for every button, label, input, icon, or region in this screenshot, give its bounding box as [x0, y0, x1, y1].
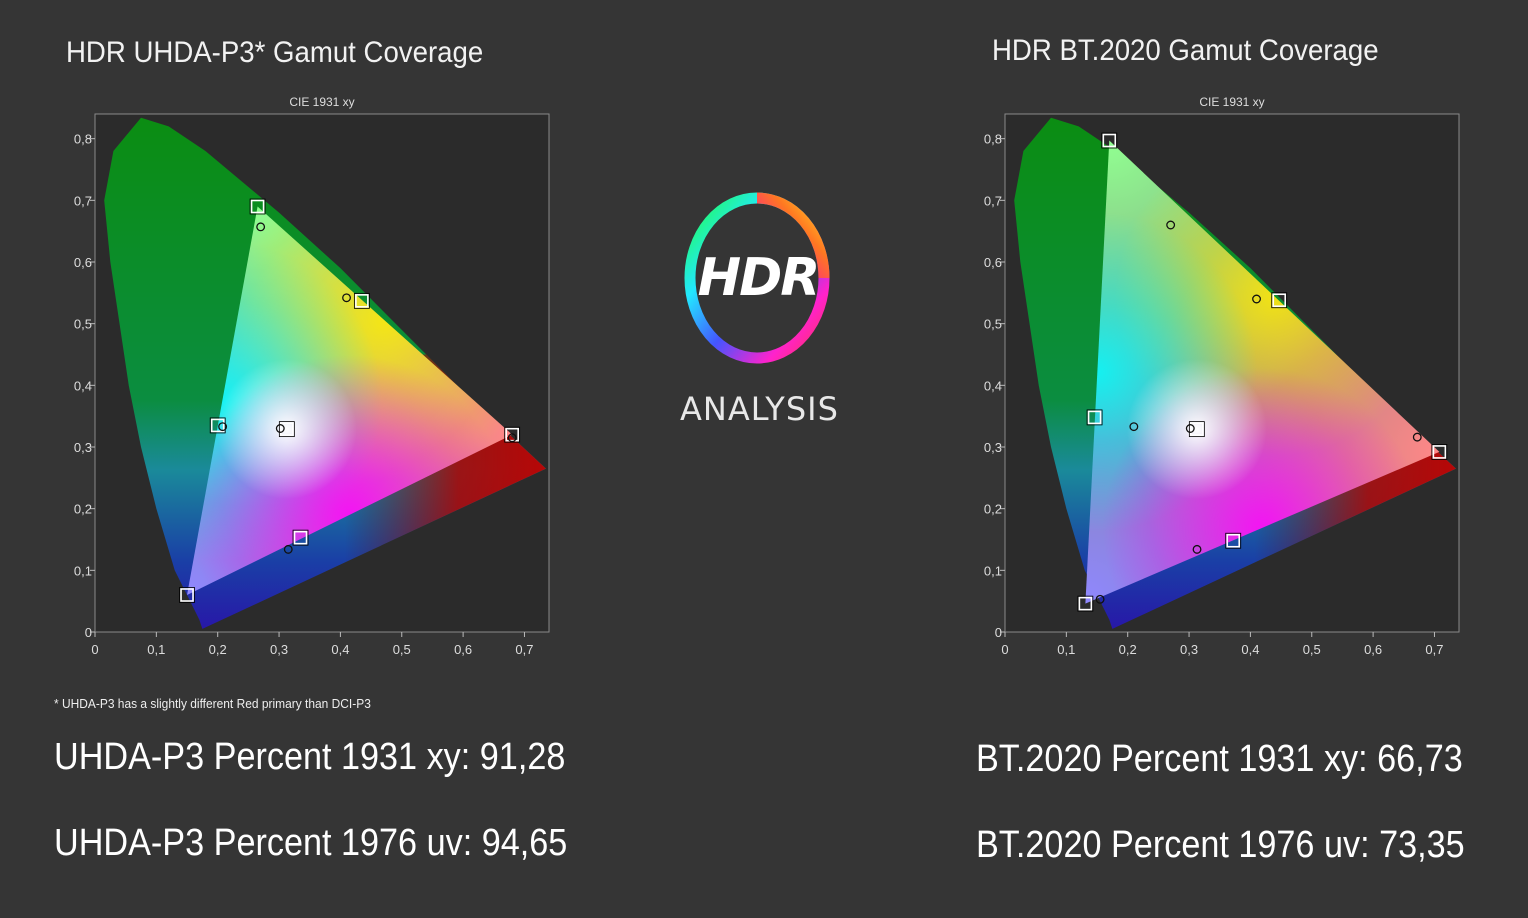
target-square-marker	[1078, 596, 1093, 611]
measured-circle-marker	[275, 424, 285, 433]
measured-circle-marker	[283, 544, 293, 554]
target-square-outline	[1086, 409, 1103, 426]
target-square-marker	[355, 294, 369, 308]
y-tick-label: 0,3	[74, 440, 92, 455]
target-square-marker	[1432, 445, 1447, 459]
x-tick-label: 0,2	[209, 642, 227, 657]
x-tick-label: 0,4	[331, 642, 349, 657]
y-tick-label: 0,5	[74, 317, 92, 332]
target-square-outline	[179, 587, 195, 603]
chart-title: CIE 1931 xy	[1199, 95, 1264, 109]
y-tick-label: 0,8	[984, 132, 1002, 147]
target-square-marker	[210, 418, 225, 433]
measured-circle-marker	[1192, 544, 1202, 554]
x-tick-label: 0,5	[1303, 642, 1321, 657]
target-square-outline	[1271, 292, 1288, 309]
target-square-marker	[1102, 133, 1117, 148]
logo-hdr-text: HDR	[697, 248, 821, 308]
y-tick-label: 0,2	[984, 502, 1002, 517]
left-stat-uv: UHDA-P3 Percent 1976 uv: 94,65	[54, 822, 568, 864]
target-square-outline	[1225, 532, 1242, 549]
y-tick-label: 0,5	[984, 317, 1002, 332]
y-tick-label: 0,4	[74, 378, 92, 393]
y-tick-label: 0	[85, 625, 92, 640]
measured-circle-marker	[1129, 422, 1139, 432]
y-tick-label: 0,7	[74, 193, 92, 208]
target-square-marker	[505, 427, 519, 442]
y-tick-label: 0,8	[74, 132, 92, 147]
y-tick-label: 0	[995, 625, 1002, 640]
target-square-outline	[353, 292, 370, 309]
footnote: * UHDA-P3 has a slightly different Red p…	[54, 696, 371, 711]
target-square-outline	[209, 417, 226, 434]
measured-circle-marker	[218, 422, 228, 432]
logo-analysis-text: ANALYSIS	[680, 390, 839, 428]
measured-circle-marker	[256, 222, 266, 232]
right-cie-chart: CIE 1931 xy 0 0,1 0,2 0,3 0,4 0,5 0,6 0,7 0 0,1 0,2…	[984, 95, 1460, 657]
x-tick-label: 0,3	[270, 642, 288, 657]
left-chart-heading: HDR UHDA-P3* Gamut Coverage	[66, 36, 484, 69]
target-square-outline	[1101, 132, 1118, 149]
right-chart-heading: HDR BT.2020 Gamut Coverage	[992, 34, 1379, 67]
y-tick-label: 0,6	[984, 255, 1002, 270]
target-square-outline	[1188, 421, 1205, 438]
x-tick-label: 0,5	[393, 642, 411, 657]
target-square-outline	[249, 198, 266, 215]
rainbow-ring-icon	[684, 192, 830, 364]
target-square-outline	[1431, 444, 1448, 460]
target-square-outline	[278, 421, 295, 438]
x-tick-label: 0	[91, 642, 98, 657]
y-tick-label: 0,4	[984, 378, 1002, 393]
measured-circle-marker	[1185, 424, 1195, 433]
target-square-marker	[280, 422, 294, 436]
target-square-marker	[180, 588, 194, 602]
target-square-marker	[1087, 410, 1102, 425]
measured-circle-marker	[342, 293, 351, 303]
y-tick-label: 0,3	[984, 440, 1002, 455]
left-stat-xy: UHDA-P3 Percent 1931 xy: 91,28	[54, 736, 566, 778]
measured-circle-marker	[1095, 594, 1105, 604]
x-tick-label: 0,2	[1119, 642, 1137, 657]
target-square-marker	[1190, 422, 1204, 436]
measured-circle-marker	[1412, 432, 1422, 442]
target-square-outline	[292, 529, 309, 546]
x-tick-label: 0,7	[1425, 642, 1443, 657]
measured-circle-marker	[1166, 220, 1176, 230]
y-tick-label: 0,1	[984, 563, 1002, 578]
x-tick-label: 0,1	[147, 642, 165, 657]
measured-circle-marker	[507, 433, 517, 443]
y-tick-label: 0,6	[74, 255, 92, 270]
target-square-marker	[293, 530, 308, 545]
measured-circle-marker	[1252, 294, 1261, 304]
target-square-marker	[1226, 533, 1241, 548]
x-tick-label: 0	[1001, 642, 1008, 657]
x-tick-label: 0,6	[454, 642, 472, 657]
hdr-analysis-logo: HDR ANALYSIS	[680, 188, 839, 438]
x-tick-label: 0,3	[1180, 642, 1198, 657]
right-stat-xy: BT.2020 Percent 1931 xy: 66,73	[976, 738, 1463, 780]
chart-title: CIE 1931 xy	[289, 95, 354, 109]
target-square-outline	[1077, 595, 1094, 612]
x-tick-label: 0,6	[1364, 642, 1382, 657]
y-tick-label: 0,7	[984, 193, 1002, 208]
left-cie-chart: CIE 1931 xy 0 0,1 0,2 0,3 0,4 0,5 0,6 0,7 0 0,1 0,2…	[74, 95, 550, 657]
x-tick-label: 0,7	[515, 642, 533, 657]
target-square-marker	[250, 199, 265, 214]
right-stat-uv: BT.2020 Percent 1976 uv: 73,35	[976, 824, 1465, 866]
x-tick-label: 0,4	[1241, 642, 1259, 657]
y-tick-label: 0,2	[74, 502, 92, 517]
y-tick-label: 0,1	[74, 563, 92, 578]
x-tick-label: 0,1	[1057, 642, 1075, 657]
target-square-marker	[1272, 293, 1287, 308]
